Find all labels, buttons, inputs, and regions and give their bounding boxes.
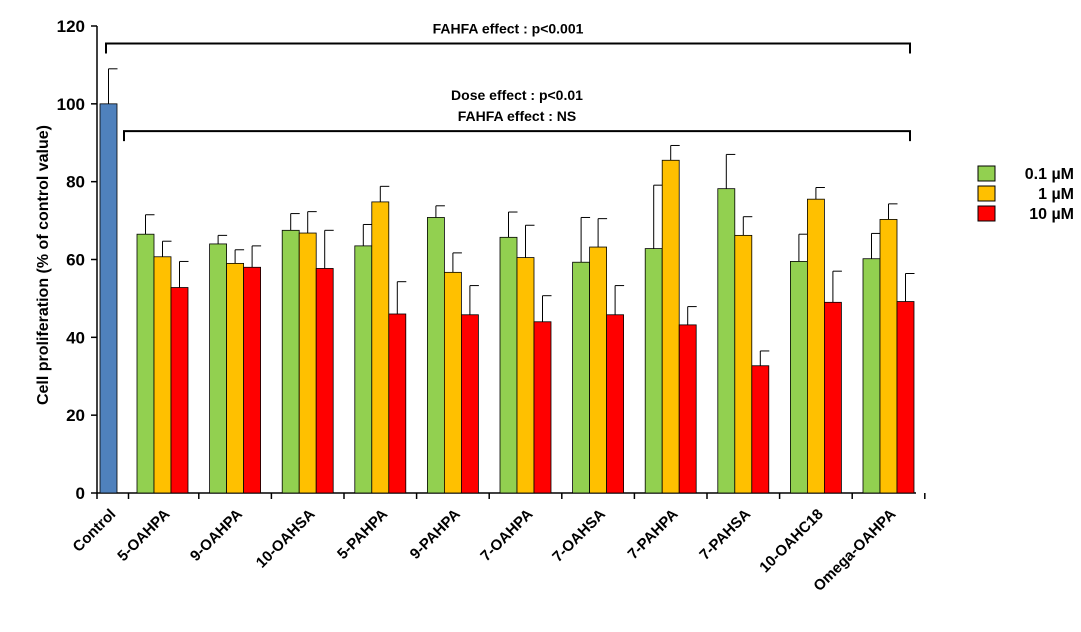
legend-label: 1 µM [1038, 186, 1074, 203]
bar-9-oahpa-series-1 [226, 262, 245, 494]
x-tick-label: 7-PAHPA [625, 506, 682, 563]
bar-10-oahsa-series-2 [315, 268, 334, 494]
x-tick-label: 7-OAHSA [549, 506, 609, 566]
significance-text: FAHFA effect : p<0.001 [433, 21, 584, 37]
x-tick-label: 7-PAHSA [696, 506, 754, 564]
bar-5-pahpa-series-0 [354, 245, 373, 494]
significance-bracket [123, 130, 911, 142]
x-tick-label: 10-OAHSA [253, 506, 319, 572]
significance-text: Dose effect : p<0.01 [451, 87, 583, 103]
bar-7-pahpa-series-1 [661, 159, 680, 494]
bar-9-oahpa-series-2 [243, 266, 262, 494]
bars-group [99, 68, 915, 494]
y-axis-label-text: Cell proliferation (% of control value) [35, 125, 52, 405]
y-tick-label: 20 [66, 406, 85, 425]
bar-7-oahsa-series-1 [589, 246, 607, 494]
significance-annotations: FAHFA effect : p<0.001 Dose effect : p<0.… [105, 21, 911, 142]
legend: 0.1 µM 1 µM 10 µM [977, 165, 1074, 223]
x-tick-label: 9-OAHPA [187, 506, 246, 565]
bar-5-pahpa-series-2 [388, 313, 407, 494]
bar-7-oahsa-series-2 [606, 314, 624, 494]
bar-5-oahpa-series-0 [136, 233, 155, 494]
legend-swatch [977, 165, 996, 182]
bar-7-pahsa-series-0 [717, 188, 736, 494]
bar-10-oahc18-series-0 [790, 261, 808, 494]
x-tick-label: 5-OAHPA [114, 506, 173, 565]
bar-9-pahpa-series-2 [460, 314, 479, 494]
bar-7-oahpa-series-0 [499, 236, 518, 494]
legend-swatch [977, 205, 996, 222]
x-tick-label: 5-PAHPA [334, 506, 391, 563]
bar-5-oahpa-series-1 [153, 256, 172, 494]
bar-7-pahpa-series-2 [678, 324, 697, 494]
bar-7-oahsa-series-0 [572, 261, 590, 494]
bar-10-oahc18-series-2 [824, 301, 842, 494]
bar-7-pahpa-series-0 [644, 248, 663, 494]
bar-7-pahsa-series-1 [734, 234, 753, 494]
bar-omega-oahpa-series-2 [896, 301, 915, 494]
significance-text: FAHFA effect : NS [458, 108, 577, 124]
y-tick-label: 100 [57, 95, 85, 114]
y-tick-label: 40 [66, 328, 85, 347]
bar-7-pahsa-series-2 [751, 365, 770, 494]
x-tick-label: 9-PAHPA [407, 506, 464, 563]
bar-5-oahpa-series-2 [170, 287, 189, 494]
bar-9-oahpa-series-0 [209, 243, 228, 494]
legend-label: 0.1 µM [1025, 166, 1074, 183]
y-tick-label: 80 [66, 173, 85, 192]
x-tick-label: 7-OAHPA [477, 506, 536, 565]
bar-omega-oahpa-series-0 [862, 258, 881, 494]
significance-bracket [105, 42, 911, 54]
bar-9-pahpa-series-0 [426, 217, 445, 494]
bar-7-oahpa-series-2 [533, 321, 552, 494]
bar-control [99, 103, 118, 494]
bar-omega-oahpa-series-1 [879, 219, 898, 494]
bar-10-oahc18-series-1 [807, 198, 825, 494]
bar-9-pahpa-series-1 [443, 271, 462, 494]
y-tick-label: 120 [57, 17, 85, 36]
bar-10-oahsa-series-1 [298, 232, 317, 494]
y-tick-label: 0 [76, 484, 85, 503]
y-axis-label: Cell proliferation (% of control value) [35, 125, 52, 405]
legend-label: 10 µM [1029, 206, 1074, 223]
bar-10-oahsa-series-0 [281, 229, 300, 494]
legend-swatch [977, 185, 996, 202]
y-tick-label: 60 [66, 251, 85, 270]
bar-7-oahpa-series-1 [516, 257, 535, 494]
x-tick-label: Control [70, 506, 120, 556]
x-tick-label: 10-OAHC18 [756, 506, 826, 576]
bar-5-pahpa-series-1 [371, 201, 390, 494]
